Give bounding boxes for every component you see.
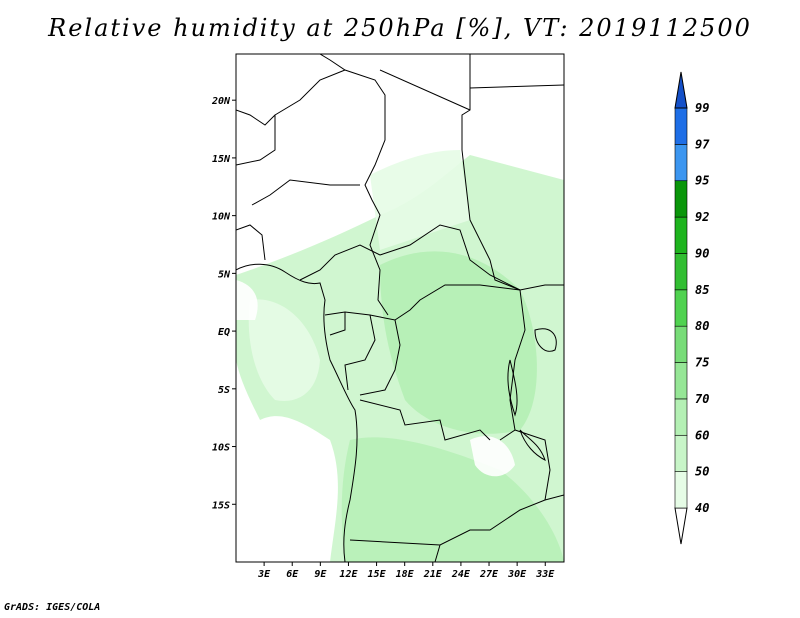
colorbar-label: 70 [695,392,709,406]
lat-tick-label: 20N [211,96,231,107]
humidity-region-north [370,150,470,250]
longitude-axis: 3E 6E 9E 12E 15E 18E 21E 24E 27E 30E 33E [257,562,555,580]
colorbar-label: 60 [695,428,709,442]
lake [507,359,518,417]
lon-tick-label: 15E [368,569,387,580]
country-border [359,399,491,441]
lon-tick-label: 12E [339,569,358,580]
map-frame [235,53,565,563]
colorbar-label: 40 [695,501,709,515]
grads-credit: GrADS: IGES/COLA [4,602,101,613]
country-border [329,312,346,336]
country-border [299,244,381,281]
colorbar-label: 92 [695,210,709,224]
colorbar-swatch [674,180,688,218]
colorbar-swatch [674,434,688,472]
lat-tick-label: 15N [212,154,231,165]
boundaries [236,54,564,562]
lake [534,328,557,352]
lat-tick-label: 5S [218,385,230,396]
country-border [461,54,564,291]
colorbar-swatch [674,362,688,400]
colorbar-label: 90 [695,246,709,260]
colorbar-swatch [674,253,688,291]
lat-tick-label: 15S [212,500,230,511]
colorbar-over-triangle [674,71,688,109]
colorbar-swatch [674,471,688,509]
humidity-dry-patch [236,280,258,320]
colorbar-label: 97 [695,137,710,151]
latitude-axis: 20N 15N 10N 5N EQ 5S 10S 15S [211,96,236,511]
lon-tick-label: 6E [286,569,299,580]
country-border [469,84,564,89]
humidity-region-south [341,437,564,562]
colorbar-label: 99 [695,101,709,115]
map-title: Relative humidity at 250hPa [%], VT: 201… [48,14,752,42]
lon-tick-label: 24E [451,569,471,580]
colorbar-swatch [674,144,688,182]
humidity-region-core [380,251,537,434]
lat-tick-label: 10N [212,212,231,223]
country-border [236,109,276,126]
lon-tick-label: 27E [479,569,499,580]
lon-tick-label: 33E [535,569,555,580]
country-border [379,224,521,291]
colorbar-label: 85 [695,283,709,297]
country-border [344,314,376,391]
colorbar-swatch [674,107,688,145]
colorbar-swatch [674,325,688,363]
country-border [349,429,551,546]
lake [519,429,546,461]
lon-tick-label: 18E [396,569,415,580]
colorbar-under-triangle [674,507,688,545]
colorbar: 40 50 60 70 75 80 85 90 92 95 97 99 [674,71,710,545]
country-border [236,224,266,261]
humidity-region-west [248,299,320,401]
colorbar-label: 50 [695,465,709,479]
humidity-dry-patch [470,436,515,477]
country-border [379,69,471,111]
lat-tick-label: 10S [212,443,230,454]
lon-tick-label: 30E [507,569,527,580]
colorbar-swatch [674,216,688,254]
colorbar-swatch [674,289,688,327]
country-border [236,69,346,166]
lat-tick-label: EQ [218,327,230,338]
lat-tick-label: 5N [218,269,231,280]
country-border [434,544,441,562]
country-border [319,54,389,316]
humidity-shading [236,150,564,562]
country-border [251,179,360,206]
lon-tick-label: 9E [314,569,327,580]
country-border [324,284,521,321]
colorbar-label: 80 [695,319,709,333]
lon-tick-label: 21E [423,569,443,580]
colorbar-swatch [674,398,688,436]
country-border [544,494,564,501]
country-border [499,289,526,441]
lon-tick-label: 3E [257,569,271,580]
coastline [236,263,358,562]
country-border [359,319,401,396]
colorbar-label: 95 [695,174,709,188]
colorbar-label: 75 [695,356,709,370]
